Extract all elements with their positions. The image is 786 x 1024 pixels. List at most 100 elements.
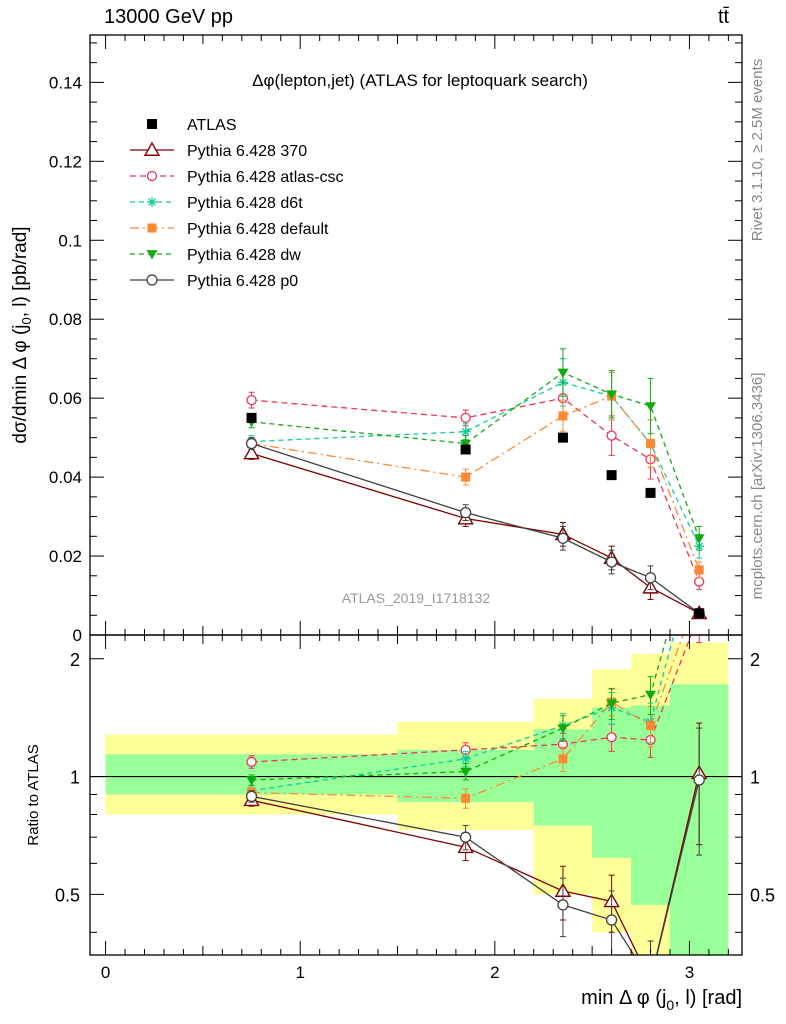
x-axis-label: min Δ φ (j0, l) [rad] [581, 987, 742, 1013]
ratio-point-p0-3 [605, 914, 618, 926]
data-point-5 [694, 608, 705, 619]
legend-marker-data [147, 119, 157, 129]
chart-title: Δφ(lepton,jet) (ATLAS for leptoquark sea… [252, 71, 588, 90]
legend-marker-p370 [143, 141, 161, 156]
legend-label: Pythia 6.428 atlas-csc [187, 169, 344, 186]
legend-label: ATLAS [187, 117, 237, 134]
main-point-p0-2 [557, 532, 569, 544]
main-point-default-1 [461, 472, 471, 482]
mcplots-label: mcplots.cern.ch [arXiv:1306.3436] [749, 373, 766, 600]
main-point-dw-3 [606, 390, 618, 400]
data-point-0 [246, 412, 257, 423]
legend-label: Pythia 6.428 d6t [187, 195, 303, 212]
ratio-series-group [243, 517, 708, 986]
header-process-label: 13000 GeV pp [104, 6, 233, 28]
main-point-atlas_csc-1 [460, 412, 471, 424]
ratio-line-atlas_csc [251, 635, 692, 763]
ratio-point-dw-5 [694, 517, 705, 526]
ratio-point-atlas_csc-0 [246, 756, 257, 768]
main-ytick-label: 0.14 [49, 73, 82, 92]
main-point-default-4 [646, 439, 656, 449]
main-ytick-label: 0.08 [49, 310, 82, 329]
main-ytick-label: 0.12 [49, 152, 82, 171]
axis-labels: 0 0.02 0.04 0.06 0.08 0.1 0.12 0.14 dσ/dmin Δ φ … [10, 73, 775, 1013]
ratio-point-p0-4 [646, 976, 656, 986]
ratio-point-default-2 [558, 754, 568, 764]
legend-label: Pythia 6.428 dw [187, 247, 301, 264]
ratio-ytick-label-left: 2 [70, 650, 80, 670]
main-ytick-label: 0.02 [49, 547, 82, 566]
legend-label: Pythia 6.428 370 [187, 143, 307, 160]
main-point-default-2 [558, 411, 568, 421]
ratio-ytick-label-right: 0.5 [750, 885, 775, 905]
ratio-point-dw-1 [460, 767, 472, 778]
ratio-line-p0 [251, 779, 700, 955]
ratio-line-dw [251, 635, 668, 781]
data-point-2 [557, 432, 568, 443]
legend-marker-default [147, 223, 157, 233]
main-point-p370-0 [243, 445, 260, 460]
main-line-p0 [251, 442, 700, 614]
ratio-uncertainty-bands [105, 642, 729, 955]
main-point-dw-2 [557, 368, 569, 378]
main-point-dw-1 [460, 439, 472, 450]
ratio-y-axis-label: Ratio to ATLAS [25, 744, 42, 845]
main-point-default-5 [694, 565, 704, 575]
main-point-atlas_csc-0 [246, 394, 257, 406]
ratio-line-d6t [251, 635, 675, 792]
ratio-point-default-4 [646, 721, 656, 731]
legend-marker-dw [146, 250, 158, 260]
ratio-xtick-label: 0 [101, 963, 110, 982]
main-ytick-label: 0.1 [58, 231, 82, 250]
main-point-d6t-1 [460, 426, 471, 437]
ratio-point-default-1 [461, 793, 471, 803]
legend: ATLAS Pythia 6.428 370 Pythia 6.428 atlas-… [130, 117, 344, 290]
ratio-point-p0-2 [557, 899, 569, 911]
main-line-p370 [251, 452, 700, 614]
ratio-point-dw-2 [557, 724, 569, 734]
main-point-dw-5 [693, 534, 705, 544]
ratio-point-p0-0 [245, 790, 258, 803]
data-point-3 [606, 470, 617, 481]
main-point-atlas_csc-3 [606, 430, 617, 441]
ratio-point-d6t-1 [460, 753, 471, 764]
main-series-group [243, 348, 708, 620]
legend-marker-d6t [147, 197, 157, 207]
axis-ticks [90, 35, 742, 955]
ratio-line-default [251, 635, 684, 799]
ratio-xtick-label: 3 [685, 963, 694, 982]
main-ytick-label: 0.06 [49, 389, 82, 408]
data-point-1 [460, 444, 471, 455]
main-point-p0-0 [245, 437, 258, 450]
main-point-p0-3 [605, 556, 618, 568]
main-ytick-label: 0.04 [49, 468, 82, 487]
ratio-point-dw-4 [645, 690, 657, 701]
plot-frames [89, 34, 743, 956]
ratio-xtick-label: 1 [295, 963, 304, 982]
rivet-version-label: Rivet 3.1.10, ≥ 2.5M events [749, 59, 766, 242]
ratio-ytick-label-left: 0.5 [55, 885, 80, 905]
ratio-point-p0-1 [459, 831, 472, 843]
main-point-p0-1 [459, 506, 472, 519]
main-y-axis-label: dσ/dmin Δ φ (j0, l) [pb/rad] [10, 226, 34, 443]
main-line-d6t [251, 381, 700, 547]
main-point-atlas_csc-5 [694, 576, 705, 587]
ratio-plot-frame [89, 634, 743, 956]
ratio-point-dw-0 [246, 776, 258, 786]
data-point-4 [645, 487, 656, 498]
legend-label: Pythia 6.428 p0 [187, 273, 298, 290]
header-final-state-label: tt̄ [718, 6, 730, 28]
main-ytick-label: 0 [73, 626, 82, 645]
main-point-p0-4 [644, 572, 657, 584]
ratio-ytick-label-right: 1 [750, 768, 760, 788]
ratio-ytick-label-right: 2 [750, 650, 760, 670]
ratio-ytick-label-left: 1 [70, 768, 80, 788]
ratio-point-p370-4 [644, 974, 658, 986]
main-line-default [251, 395, 700, 571]
analysis-watermark: ATLAS_2019_I1718132 [342, 590, 491, 606]
legend-label: Pythia 6.428 default [187, 221, 329, 238]
main-point-dw-4 [645, 402, 657, 412]
ratio-xtick-label: 2 [490, 963, 499, 982]
ratio-point-p0-5 [693, 774, 705, 786]
